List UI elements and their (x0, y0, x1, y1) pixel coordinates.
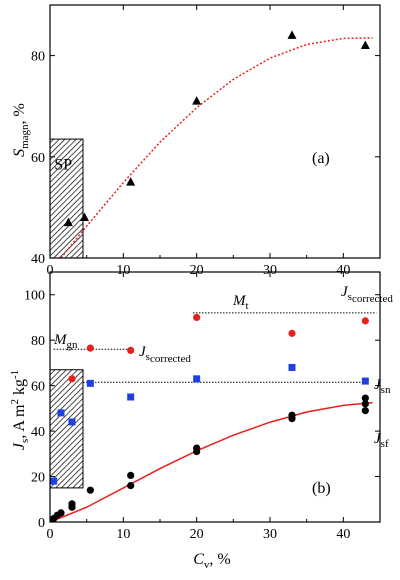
data-point-circle (68, 375, 76, 383)
data-point-circle (361, 317, 369, 325)
annotation-mt: Mt (232, 293, 249, 312)
data-point-circle (288, 411, 296, 419)
x-tick-label: 0 (47, 263, 54, 278)
data-point-circle (86, 344, 94, 352)
y-tick-label: 100 (24, 289, 45, 304)
data-point-square (68, 418, 76, 426)
hatched-region-b (49, 369, 84, 489)
x-tick-label: 10 (116, 527, 130, 542)
data-point-circle (127, 346, 135, 355)
annotation-js-corrected-2: Jscorrected (341, 284, 393, 305)
fit-curve-line (49, 401, 373, 523)
data-point-square (193, 375, 201, 383)
data-point-circle (288, 329, 296, 337)
data-point-circle (127, 482, 135, 490)
y-axis-label-b: Js, A m2 kg-1 (9, 370, 31, 450)
data-point-triangle (360, 40, 370, 49)
data-points-b (50, 313, 369, 523)
panel-label-a: (a) (312, 150, 330, 167)
data-point-square (361, 377, 369, 385)
y-tick-label: 0 (38, 516, 45, 531)
data-point-triangle (79, 212, 89, 222)
annotation-jsf: Jsf (374, 431, 389, 450)
data-point-circle (57, 509, 65, 517)
fit-curve-a (60, 37, 373, 259)
plot-frame-b (49, 271, 381, 523)
x-tick-label: 10 (116, 263, 130, 278)
data-point-circle (361, 394, 369, 402)
fit-curve-line (60, 37, 373, 259)
y-tick-label: 80 (31, 334, 45, 349)
x-axis-label-b: Cv, % (193, 551, 231, 571)
data-point-circle (193, 444, 201, 452)
y-tick-label: 20 (31, 471, 45, 486)
x-tick-label: 0 (47, 527, 54, 542)
sp-label: SP (54, 156, 72, 173)
data-point-circle (361, 407, 369, 415)
data-point-triangle (126, 177, 136, 186)
axis-ticks-b: 0 10 20 30 40 0 20 40 60 80 100 (24, 272, 380, 542)
x-tick-label: 20 (190, 263, 204, 278)
y-tick-label: 60 (31, 151, 45, 166)
panel-label-b: (b) (312, 480, 331, 497)
y-tick-label: 40 (31, 425, 45, 440)
data-point-square (50, 477, 58, 485)
annotation-mgn: Mgn (53, 332, 78, 351)
axis-ticks-a: 0 10 20 30 40 40 60 80 (31, 5, 380, 278)
annotation-jsn: Jsn (374, 377, 391, 396)
y-tick-label: 40 (31, 252, 45, 267)
data-point-circle (361, 400, 369, 408)
x-tick-label: 30 (263, 527, 277, 542)
data-point-circle (127, 471, 135, 480)
fit-curve-b (49, 401, 373, 523)
x-tick-label: 40 (336, 527, 350, 542)
data-point-circle (86, 486, 94, 494)
data-point-circle (193, 313, 201, 322)
data-point-square (127, 393, 135, 401)
data-point-square (288, 363, 296, 371)
data-points-a (63, 30, 370, 227)
y-axis-label-a: Smagn, % (11, 103, 31, 157)
y-tick-label: 80 (31, 50, 45, 65)
data-point-circle (68, 500, 76, 508)
data-point-triangle (192, 96, 202, 105)
data-point-square (86, 379, 94, 387)
panel-b: 0 10 20 30 40 0 20 40 60 80 100 (b) Mgn Mt Jscorre… (9, 271, 393, 571)
plot-frame-a (49, 4, 381, 259)
x-tick-label: 20 (190, 527, 204, 542)
x-tick-label: 30 (263, 263, 277, 278)
data-point-triangle (63, 217, 73, 227)
annotation-js-corrected-1: Jscorrected (139, 344, 191, 365)
x-tick-label: 40 (336, 263, 350, 278)
panel-a: SP 0 10 20 30 40 40 60 80 (a) Smagn, % (11, 4, 381, 278)
data-point-square (57, 409, 65, 417)
y-tick-label: 60 (31, 380, 45, 395)
reference-lines-b (53, 312, 377, 383)
data-point-triangle (287, 30, 297, 39)
